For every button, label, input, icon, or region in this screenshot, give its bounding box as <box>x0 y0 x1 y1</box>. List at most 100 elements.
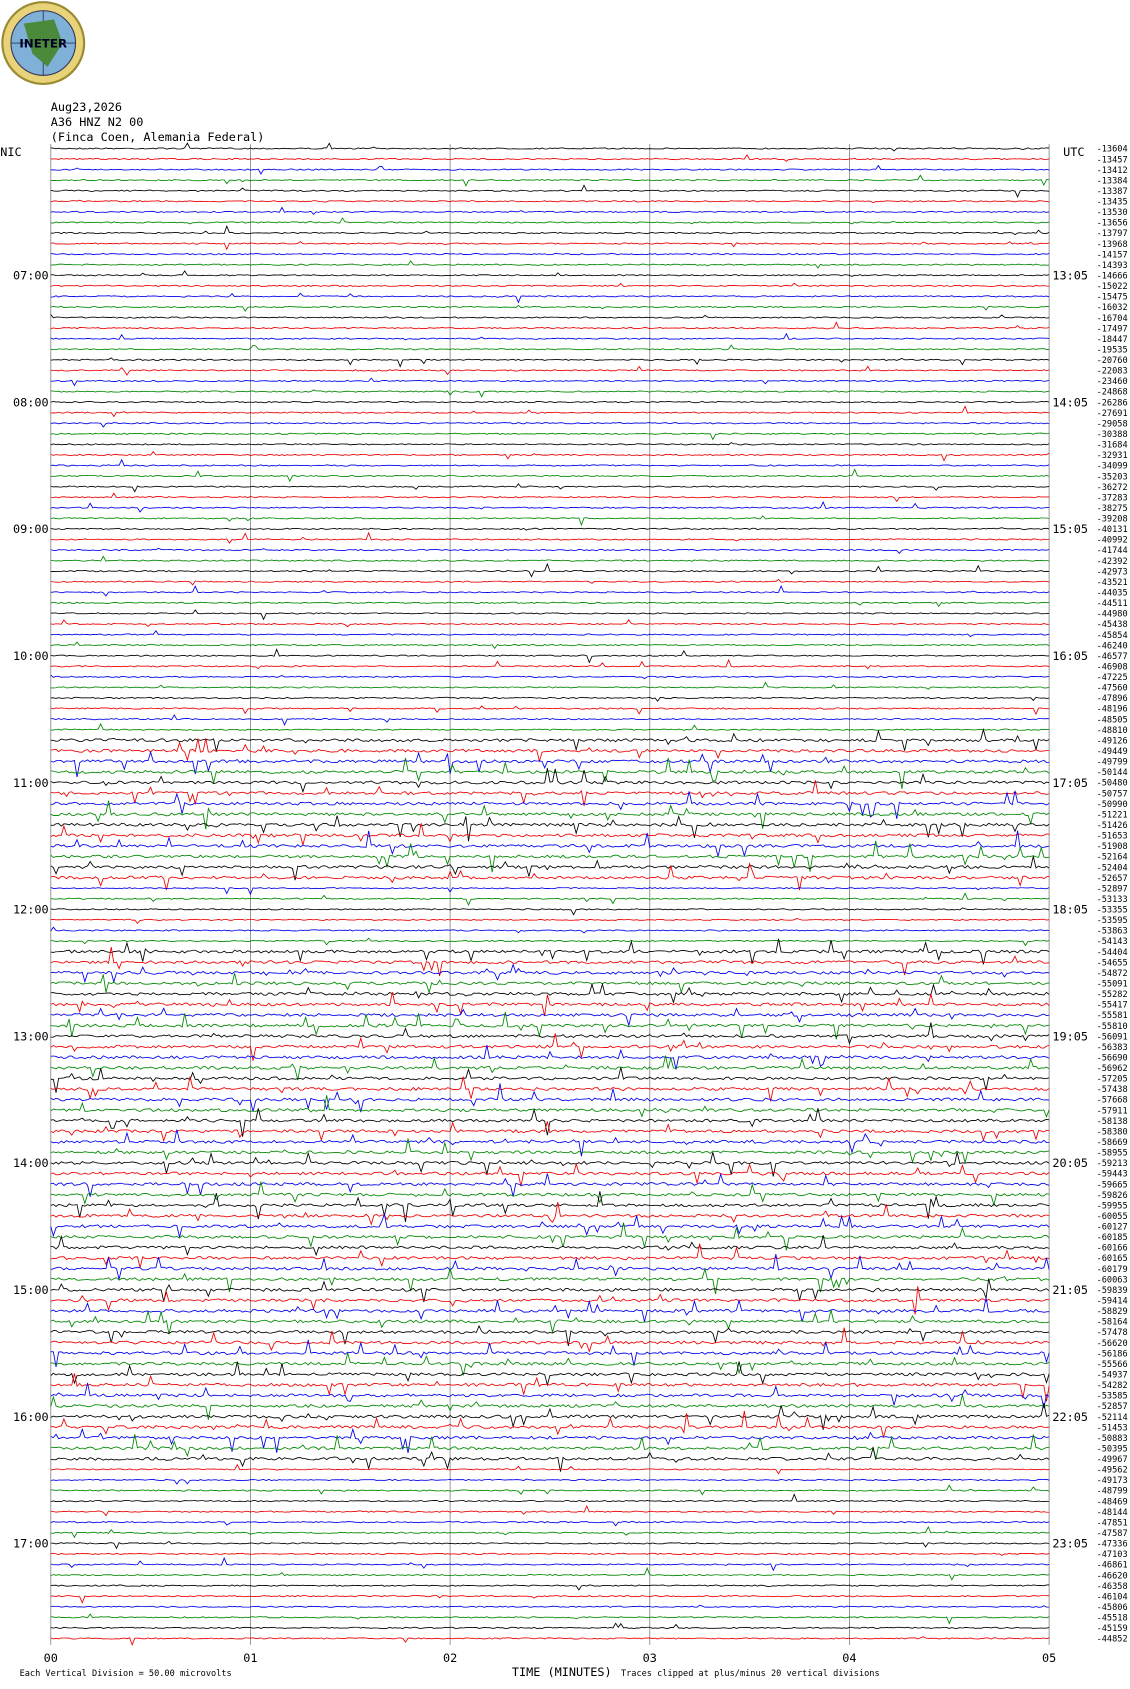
trace-offset: -56620 <box>1097 1339 1128 1349</box>
trace <box>50 1352 1050 1376</box>
trace-offset: -59826 <box>1097 1191 1128 1201</box>
trace <box>50 1446 1050 1472</box>
trace <box>50 1584 1050 1591</box>
trace <box>50 1552 1050 1556</box>
trace <box>50 357 1050 368</box>
clip-note: Traces clipped at plus/minus 20 vertical… <box>621 1669 880 1679</box>
trace <box>50 946 1050 977</box>
trace-offset: -56091 <box>1097 1032 1128 1042</box>
trace-offset: -57438 <box>1097 1085 1128 1095</box>
local-time: 10:00 <box>13 649 49 663</box>
trace-offset: -44852 <box>1097 1635 1128 1645</box>
trace-offset: -52857 <box>1097 1402 1128 1412</box>
trace-offset: -51221 <box>1097 810 1128 820</box>
trace-offset: -45806 <box>1097 1603 1128 1613</box>
trace-offset: -45159 <box>1097 1624 1128 1634</box>
trace-offset: -48799 <box>1097 1487 1128 1497</box>
trace <box>50 527 1050 531</box>
trace <box>50 344 1050 351</box>
trace <box>50 184 1050 198</box>
trace <box>50 1151 1050 1177</box>
trace-offset: -47103 <box>1097 1550 1128 1560</box>
trace <box>50 422 1050 428</box>
trace-offset: -52164 <box>1097 853 1128 863</box>
trace-offset: -49799 <box>1097 758 1128 768</box>
trace <box>50 757 1050 789</box>
trace <box>50 1505 1050 1517</box>
trace <box>50 585 1050 597</box>
trace-offset: -50883 <box>1097 1434 1128 1444</box>
trace-offset: -53595 <box>1097 916 1128 926</box>
trace-offset: -57911 <box>1097 1106 1128 1116</box>
trace <box>50 1129 1050 1157</box>
trace <box>50 1055 1050 1081</box>
trace-offset: -46577 <box>1097 652 1128 662</box>
trace-offset: -56186 <box>1097 1349 1128 1359</box>
trace <box>50 892 1050 907</box>
trace-offset: -58164 <box>1097 1318 1128 1328</box>
trace <box>50 973 1050 995</box>
trace-offset: -56383 <box>1097 1043 1128 1053</box>
trace <box>50 727 1050 752</box>
location: (Finca Coen, Alemania Federal) <box>51 130 265 144</box>
trace <box>50 629 1050 638</box>
trace <box>50 641 1050 650</box>
trace <box>50 1478 1050 1485</box>
local-time: 07:00 <box>13 269 49 283</box>
trace-offset: -47336 <box>1097 1540 1128 1550</box>
trace <box>50 1636 1050 1646</box>
trace-offset: -13656 <box>1097 219 1128 229</box>
trace <box>50 1540 1050 1550</box>
scale-note: Each Vertical Division = 50.00 microvolt… <box>20 1669 232 1679</box>
trace-offset: -54872 <box>1097 969 1128 979</box>
trace <box>50 938 1050 965</box>
trace-offset: -27691 <box>1097 409 1128 419</box>
trace <box>50 840 1050 873</box>
trace-offset: -19535 <box>1097 345 1128 355</box>
trace-offset: -55282 <box>1097 990 1128 1000</box>
local-time: 15:00 <box>13 1283 49 1297</box>
trace <box>50 1045 1050 1070</box>
trace-offset: -13968 <box>1097 240 1128 250</box>
trace <box>50 1595 1050 1604</box>
trace-offset: -26286 <box>1097 398 1128 408</box>
trace <box>50 1556 1050 1572</box>
trace-offset: -55091 <box>1097 979 1128 989</box>
trace <box>50 705 1050 716</box>
trace-offset: -50395 <box>1097 1444 1128 1454</box>
trace-offset: -58669 <box>1097 1138 1128 1148</box>
trace-offset: -52897 <box>1097 884 1128 894</box>
trace-offset: -42392 <box>1097 557 1128 567</box>
trace-offset: -60055 <box>1097 1212 1128 1222</box>
trace-offset: -29058 <box>1097 419 1128 429</box>
trace <box>50 1613 1050 1625</box>
left-zone: NIC <box>0 145 21 159</box>
trace <box>50 1525 1050 1539</box>
trace-offset: -50480 <box>1097 779 1128 789</box>
local-time: 13:00 <box>13 1029 49 1043</box>
local-time: 08:00 <box>13 395 49 409</box>
trace <box>50 199 1050 204</box>
trace-offset: -53585 <box>1097 1392 1128 1402</box>
trace <box>50 1394 1050 1420</box>
trace <box>50 1202 1050 1226</box>
trace <box>50 142 1050 152</box>
trace <box>50 937 1050 947</box>
trace <box>50 531 1050 544</box>
trace <box>50 252 1050 256</box>
trace-offset: -20760 <box>1097 356 1128 366</box>
trace-offset: -43521 <box>1097 578 1128 588</box>
trace-offset: -23460 <box>1097 377 1128 387</box>
trace-offset: -60179 <box>1097 1265 1128 1275</box>
x-tick-label: 00 <box>44 1651 58 1665</box>
trace-offset: -59443 <box>1097 1170 1128 1180</box>
trace-offset: -46861 <box>1097 1561 1128 1571</box>
trace <box>50 1138 1050 1164</box>
trace <box>50 601 1050 608</box>
trace <box>50 1266 1050 1295</box>
trace <box>50 800 1050 830</box>
x-tick-label: 02 <box>443 1651 457 1665</box>
trace <box>50 282 1050 287</box>
trace-offset: -56690 <box>1097 1053 1128 1063</box>
